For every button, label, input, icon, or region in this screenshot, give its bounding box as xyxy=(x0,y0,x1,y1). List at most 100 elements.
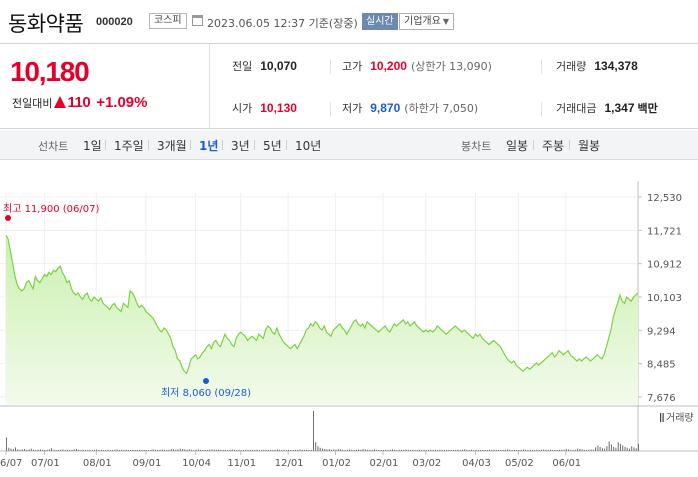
volume-bar xyxy=(175,449,177,451)
volume-bar xyxy=(112,450,114,451)
low-item: 저가 9,870 (하한가 7,050) xyxy=(342,100,478,116)
volume-bar xyxy=(355,449,357,451)
x-tick-label: 02/01 xyxy=(370,458,399,469)
volume-bar xyxy=(430,449,432,451)
volume-bar xyxy=(12,449,14,451)
volume-bar xyxy=(116,449,118,451)
volume-bar xyxy=(392,449,393,451)
volume-bar xyxy=(346,449,348,451)
volume-bar xyxy=(382,450,384,451)
volume-bar xyxy=(461,449,463,451)
volume-bar xyxy=(500,449,502,451)
volume-bar xyxy=(148,450,150,451)
volume-bar xyxy=(326,449,328,451)
y-tick-label: 12,530 xyxy=(647,193,682,204)
volume-bar xyxy=(247,450,249,451)
volume-bar xyxy=(48,449,50,451)
up-arrow-icon xyxy=(54,96,67,108)
x-tick-label: 10/04 xyxy=(182,458,211,469)
tab-monthly-candle[interactable]: 월봉 xyxy=(578,139,601,153)
tab-1w[interactable]: 1주일 xyxy=(114,139,144,153)
volume-bar xyxy=(531,450,533,451)
volume-bar xyxy=(545,449,547,451)
volume-bar xyxy=(290,450,292,451)
volume-bar xyxy=(407,449,409,451)
volume-bar xyxy=(595,447,597,451)
volume-bar xyxy=(202,450,204,451)
volume-bar xyxy=(324,449,326,451)
volume-bar xyxy=(281,450,283,451)
volume-bar xyxy=(331,449,332,451)
tab-1y[interactable]: 1년 xyxy=(199,139,219,153)
volume-bar xyxy=(378,450,380,451)
volume-bar xyxy=(579,449,581,451)
quote-datetime: 2023.06.05 12:37 기준(장중) xyxy=(207,17,358,30)
trade-amount-label: 거래대금 xyxy=(556,102,597,115)
tab-daily-candle[interactable]: 일봉 xyxy=(506,139,529,153)
tab-weekly-candle[interactable]: 주봉 xyxy=(542,139,565,153)
volume-bar xyxy=(527,450,529,451)
volume-bar xyxy=(267,450,269,451)
volume-bar xyxy=(57,449,59,451)
company-overview-button[interactable]: 기업개요 ▼ xyxy=(399,13,454,30)
volume-bar xyxy=(249,449,251,451)
volume-bar xyxy=(466,449,468,451)
volume-bar xyxy=(26,449,28,451)
volume-bar xyxy=(525,449,527,451)
volume-label: 거래량 xyxy=(556,60,587,73)
volume-bar xyxy=(599,447,601,451)
volume-bar xyxy=(421,450,423,451)
tab-5y[interactable]: 5년 xyxy=(263,139,282,153)
volume-bar xyxy=(150,449,152,451)
volume-bar xyxy=(556,450,558,451)
tab-3y[interactable]: 3년 xyxy=(231,139,250,153)
volume-bar xyxy=(590,449,592,451)
volume-bar xyxy=(222,450,224,451)
volume-bar xyxy=(581,449,583,451)
price-chart[interactable]: 12,530 11,721 10,912 10,103 9,294 8,485 7,676 … xyxy=(0,161,698,477)
low-marker xyxy=(203,378,209,384)
volume-bar xyxy=(310,449,312,451)
volume-bar xyxy=(182,449,184,451)
volume-bar xyxy=(554,449,556,451)
tab-3m[interactable]: 3개월 xyxy=(157,139,187,153)
volume-bar xyxy=(495,450,497,451)
trade-amount-unit: 백만 xyxy=(637,102,658,115)
volume-bar xyxy=(520,449,522,451)
volume-bar xyxy=(459,450,461,451)
quote-panel: 10,180 전일대비 110 +1.09% 전일 10,070 고가 10,200 (상… xyxy=(0,43,698,129)
volume-bar xyxy=(94,449,95,451)
volume-bar xyxy=(234,449,235,451)
volume-bar xyxy=(254,450,256,451)
tab-divider xyxy=(222,140,223,150)
volume-bar xyxy=(313,411,314,451)
volume-bar xyxy=(6,437,7,451)
volume-bar xyxy=(231,449,233,451)
volume-bar xyxy=(218,449,220,451)
volume-bar xyxy=(159,449,161,451)
volume-bar xyxy=(457,449,459,451)
volume-bar xyxy=(369,450,371,451)
volume-bar xyxy=(482,449,484,451)
volume-bar xyxy=(17,449,19,451)
volume-bar xyxy=(561,450,563,451)
tab-10y[interactable]: 10년 xyxy=(295,139,322,153)
volume-bar xyxy=(432,450,434,451)
y-tick-label: 10,912 xyxy=(647,260,682,271)
volume-bar xyxy=(193,450,195,451)
volume-bar xyxy=(152,449,154,451)
high-value: 10,200 xyxy=(370,59,407,73)
high-label: 고가 xyxy=(342,60,363,73)
volume-bar xyxy=(155,449,156,451)
volume-bar xyxy=(317,446,319,451)
realtime-button[interactable]: 실시간 xyxy=(362,13,398,30)
divider xyxy=(541,60,542,74)
volume-bar xyxy=(103,450,105,451)
tab-1d[interactable]: 1일 xyxy=(83,139,102,153)
volume-bar xyxy=(127,450,129,451)
volume-bar xyxy=(299,449,301,451)
chevron-down-icon: ▼ xyxy=(442,17,449,26)
volume-bar xyxy=(439,449,441,451)
x-tick-label: 06/07 xyxy=(0,458,22,469)
volume-bar xyxy=(276,449,278,451)
